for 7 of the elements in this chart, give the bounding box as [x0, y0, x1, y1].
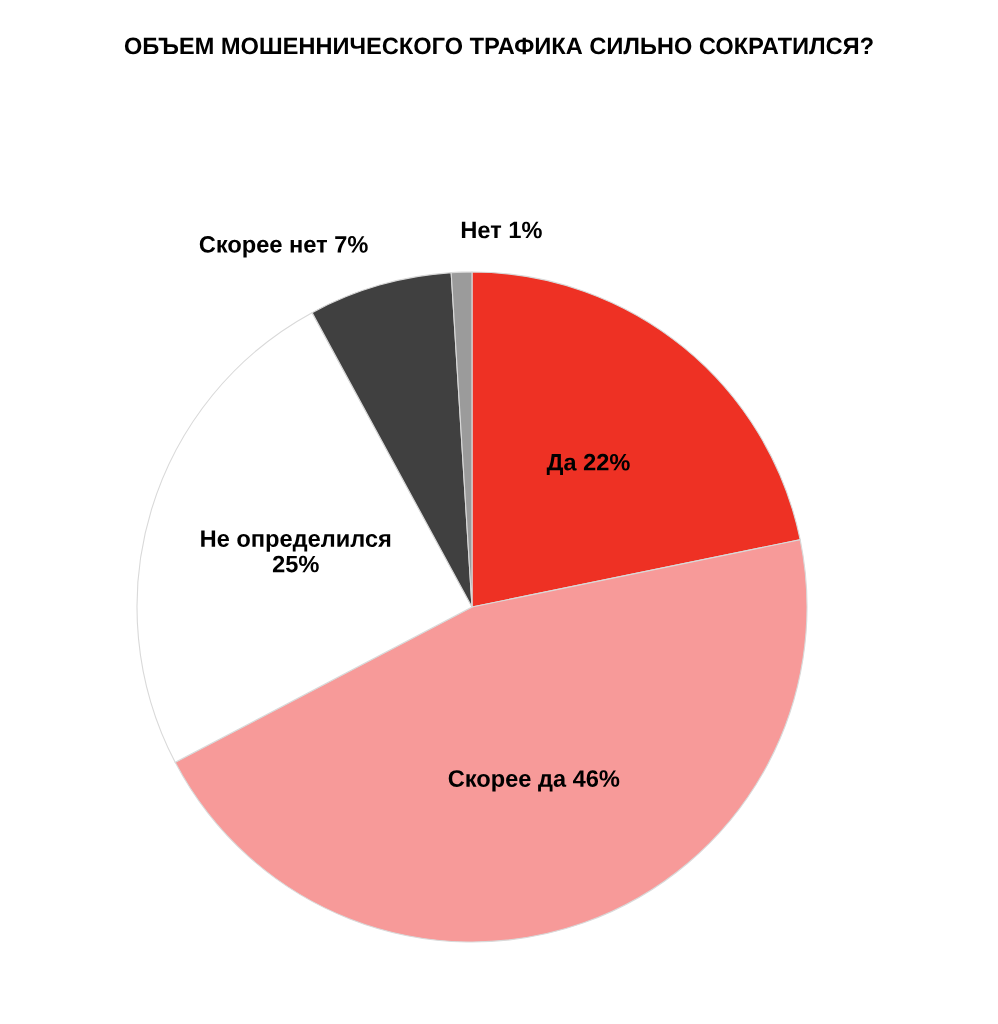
- slice-label: Нет 1%: [461, 221, 542, 239]
- chart-title: ОБЪЕМ МОШЕННИЧЕСКОГО ТРАФИКА СИЛЬНО СОКРАТИЛСЯ?: [124, 37, 873, 55]
- slice-label: Да 22%: [546, 453, 630, 476]
- data-label: 25%: [272, 555, 319, 573]
- slice-label: Не определился: [201, 530, 391, 552]
- slice-label: Скорее нет 7%: [199, 236, 368, 258]
- slice-label: Скорее да 46%: [448, 770, 620, 792]
